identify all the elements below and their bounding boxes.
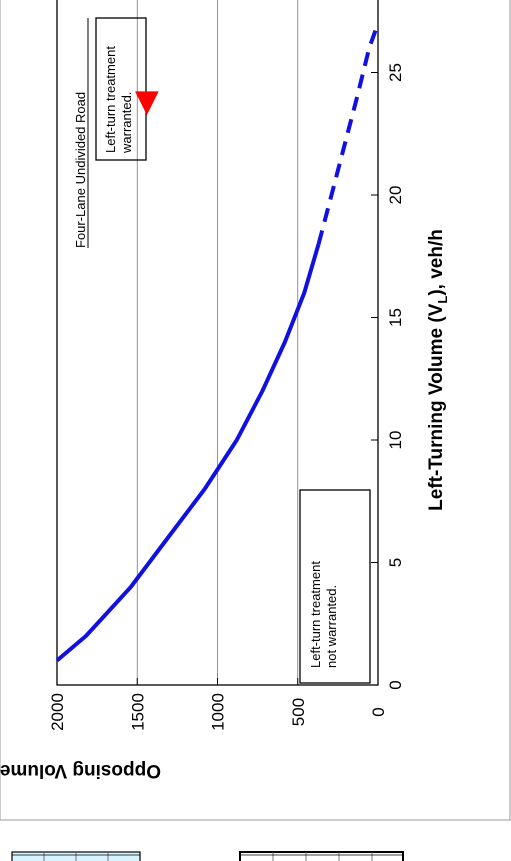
y-tick-label-0: 0 [369, 707, 388, 716]
y-axis-title: Opposing Volume (VO), veh/h [0, 757, 161, 781]
series-line-dashed [316, 22, 380, 245]
series-line-solid [55, 243, 321, 663]
x-tick-label-1: 5 [386, 558, 405, 567]
annotation-warranted-line-0: Left-turn treatment [103, 46, 118, 153]
annotation-not-warranted-line-0: Left-turn treatment [308, 561, 323, 668]
y-tick-label-4: 2000 [48, 693, 67, 731]
warrant-marker-triangle [135, 91, 159, 116]
annotation-warranted-line-1: warranted. [119, 92, 134, 154]
y-tick-label-2: 1000 [209, 693, 228, 731]
x-tick-label-4: 20 [386, 186, 405, 205]
x-tick-label-2: 10 [386, 431, 405, 450]
cropped-panel-right [239, 851, 404, 861]
x-tick-label-0: 0 [386, 680, 405, 689]
x-tick-label-5: 25 [386, 63, 405, 82]
annotation-not-warranted-box [299, 489, 371, 684]
x-tick-label-3: 15 [386, 308, 405, 327]
annotation-not-warranted-line-1: not warranted. [324, 585, 339, 668]
y-tick-label-1: 500 [289, 698, 308, 726]
region-label: Four-Lane Undivided Road [73, 92, 88, 248]
annotation-warranted-box [95, 17, 147, 161]
y-tick-label-3: 1500 [128, 693, 147, 731]
x-axis-title: Left-Turning Volume (VL), veh/h [426, 229, 450, 511]
